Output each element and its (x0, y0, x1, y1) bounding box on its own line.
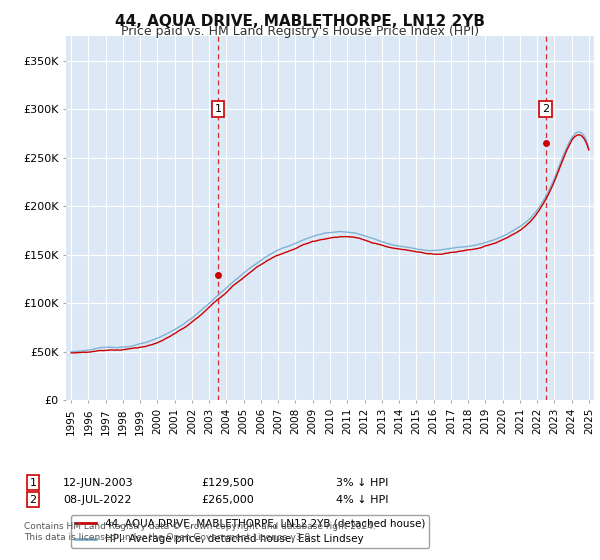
Text: 08-JUL-2022: 08-JUL-2022 (63, 494, 131, 505)
Text: £129,500: £129,500 (201, 478, 254, 488)
Text: 44, AQUA DRIVE, MABLETHORPE, LN12 2YB: 44, AQUA DRIVE, MABLETHORPE, LN12 2YB (115, 14, 485, 29)
Text: 2: 2 (29, 494, 37, 505)
Text: Price paid vs. HM Land Registry's House Price Index (HPI): Price paid vs. HM Land Registry's House … (121, 25, 479, 38)
Text: 4% ↓ HPI: 4% ↓ HPI (336, 494, 389, 505)
Text: Contains HM Land Registry data © Crown copyright and database right 2024.
This d: Contains HM Land Registry data © Crown c… (24, 522, 376, 542)
Text: 1: 1 (29, 478, 37, 488)
Text: 2: 2 (542, 104, 549, 114)
Legend: 44, AQUA DRIVE, MABLETHORPE, LN12 2YB (detached house), HPI: Average price, deta: 44, AQUA DRIVE, MABLETHORPE, LN12 2YB (d… (71, 515, 429, 548)
Text: 3% ↓ HPI: 3% ↓ HPI (336, 478, 388, 488)
Text: 12-JUN-2003: 12-JUN-2003 (63, 478, 134, 488)
Text: 1: 1 (214, 104, 221, 114)
Text: £265,000: £265,000 (201, 494, 254, 505)
